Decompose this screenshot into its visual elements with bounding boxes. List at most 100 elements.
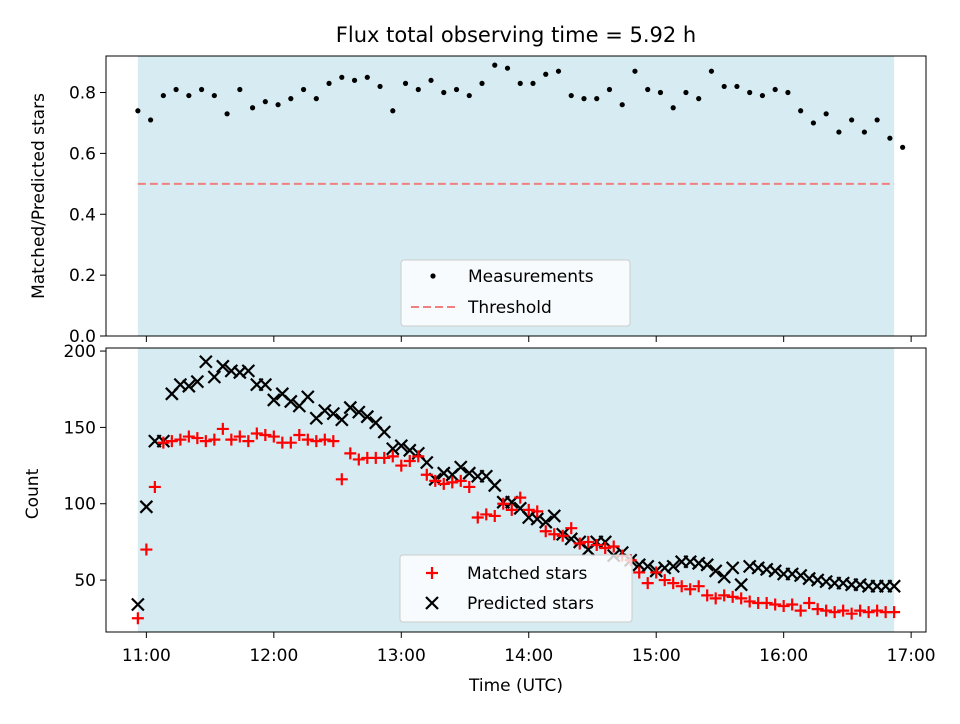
matched-stars-point [650,566,663,579]
legend-matched-marker [426,567,438,579]
top-x-ticks [145,336,912,342]
matched-stars-point [675,580,688,593]
measurement-point [198,86,205,93]
measurement-point [543,71,549,77]
matched-stars-point [225,433,238,446]
matched-stars-point [735,592,748,605]
matched-stars-point [505,503,518,516]
matched-stars-point [378,451,391,464]
matched-stars-point [565,522,578,535]
predicted-stars-point [326,406,341,421]
measurement-point [186,92,192,99]
matched-stars-point [548,528,561,541]
measurement-point [772,86,778,93]
measurement-point [479,80,485,86]
matched-stars-point [140,543,153,556]
measurement-point [262,99,268,105]
bottom-x-ticks: 11:00 12:00 13:00 14:00 15:00 16:00 17:00 [122,632,936,666]
top-legend-box [400,259,631,327]
matched-stars-point [267,430,280,443]
matched-stars-point [148,480,161,493]
measurement-point [747,89,753,96]
predicted-stars-point [530,512,545,526]
predicted-stars-point [258,377,273,392]
predicted-stars-point [453,460,468,474]
matched-stars-point [794,604,807,617]
matched-stars-point [633,566,646,579]
predicted-stars-point [284,394,298,409]
matched-stars-point [658,574,671,587]
legend-threshold-label: Threshold [467,298,552,318]
predicted-stars-point [768,564,782,578]
matched-stars-point [811,603,824,616]
measurement-point [696,96,702,102]
measurement-point [861,129,867,135]
top-y-tick-label: 0.6 [69,144,96,164]
matched-stars-point [497,497,510,510]
x-tick-label: 16:00 [759,646,808,666]
matched-stars-point [242,435,255,448]
matched-stars-point [344,447,357,460]
matched-stars-point [769,598,782,611]
measurement-point [441,89,447,96]
bottom-legend: Matched stars Predicted stars [399,554,633,623]
bottom-y-tick-label: 200 [64,342,96,362]
predicted-stars-point [708,564,723,578]
predicted-stars-point [301,390,315,404]
count-points [131,354,901,625]
matched-stars-point [514,491,527,504]
measurement-point [734,83,740,90]
x-tick-label: 15:00 [632,646,681,666]
measurement-point [504,65,511,71]
matched-stars-point [165,435,178,448]
measurement-point [275,102,281,108]
predicted-stars-point [394,438,409,453]
bottom-panel-frame [105,347,927,633]
matched-stars-point [701,589,714,602]
measurement-point [148,117,154,123]
matched-stars-point [310,435,323,448]
predicted-stars-point [352,405,366,419]
predicted-stars-point [139,500,154,514]
bottom-panel: 50 100 150 200 11:00 12:00 13:00 14:00 15:00 16:… [23,342,936,696]
measurement-point [300,86,307,93]
matched-stars-point [463,480,476,493]
legend-predicted-marker [425,596,439,610]
predicted-stars-point [793,568,808,583]
matched-stars-point [862,606,875,619]
predicted-stars-point [700,558,714,572]
matched-stars-point [233,430,246,443]
matched-stars-point [318,433,331,446]
measurement-point [339,74,345,80]
matched-stars-point [573,537,586,550]
matched-stars-point [777,600,790,613]
measurement-point [785,89,791,96]
bottom-y-tick-label: 50 [74,571,96,591]
matched-stars-point [174,433,187,446]
measurement-point [517,80,523,86]
predicted-stars-point [131,597,145,612]
predicted-stars-point [190,374,205,389]
measurement-point [632,68,638,74]
predicted-stars-point [887,579,901,593]
top-y-ticks: 0.0 0.2 0.4 0.6 0.8 [69,84,106,347]
matched-stars-point [684,583,697,596]
predicted-stars-point [419,455,434,470]
matched-stars-point [420,468,433,481]
matched-stars-point [556,529,569,542]
matched-stars-point [182,430,195,443]
top-legend: Measurements Threshold [400,259,631,327]
measurement-point [288,96,294,102]
measurement-point [619,102,625,108]
matched-stars-point [412,450,425,463]
measurement-point [798,108,804,114]
matched-stars-point [216,422,229,435]
measurement-point [530,80,536,86]
predicted-stars-point [462,466,477,480]
measurement-point [670,105,676,111]
measurement-points [135,62,906,150]
matched-stars-point [208,433,221,446]
matched-stars-point [582,535,595,548]
measurement-point [568,92,574,99]
